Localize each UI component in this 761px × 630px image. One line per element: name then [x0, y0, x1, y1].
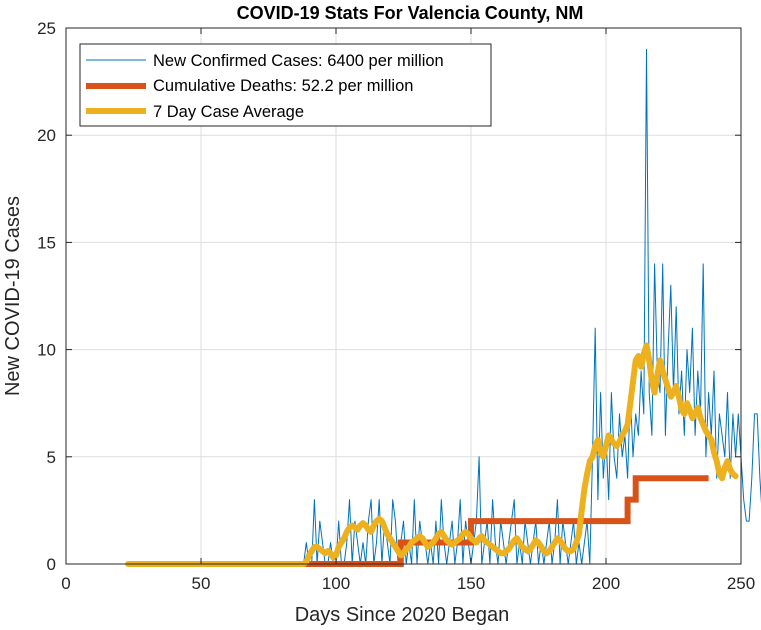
y-tick-label: 20	[37, 126, 56, 145]
legend-entry-new-cases: New Confirmed Cases: 6400 per million	[153, 52, 444, 70]
chart-title: COVID-19 Stats For Valencia County, NM	[237, 3, 584, 23]
x-axis-label: Days Since 2020 Began	[295, 604, 510, 626]
x-tick-label: 50	[192, 574, 211, 593]
legend-entry-cumulative-deaths: Cumulative Deaths: 52.2 per million	[153, 77, 413, 95]
legend-entry-7-day-average: 7 Day Case Average	[153, 103, 304, 121]
y-tick-label: 5	[47, 448, 56, 467]
plot-frame	[65, 27, 742, 565]
ticks	[65, 27, 742, 565]
x-tick-label: 250	[727, 574, 755, 593]
x-tick-label: 200	[592, 574, 620, 593]
y-tick-label: 25	[37, 19, 56, 38]
x-tick-label: 150	[457, 574, 485, 593]
y-axis-label: New COVID-19 Cases	[2, 196, 24, 396]
y-tick-label: 10	[37, 341, 56, 360]
y-tick-label: 0	[47, 555, 56, 574]
x-tick-label: 0	[61, 574, 70, 593]
tick-labels: 0 50 100 150 200 250 0 5 10 15 20 25	[37, 19, 755, 593]
y-tick-label: 15	[37, 233, 56, 252]
legend-box	[79, 43, 492, 127]
x-tick-label: 100	[322, 574, 350, 593]
legend: New Confirmed Cases: 6400 per million Cu…	[79, 43, 492, 127]
